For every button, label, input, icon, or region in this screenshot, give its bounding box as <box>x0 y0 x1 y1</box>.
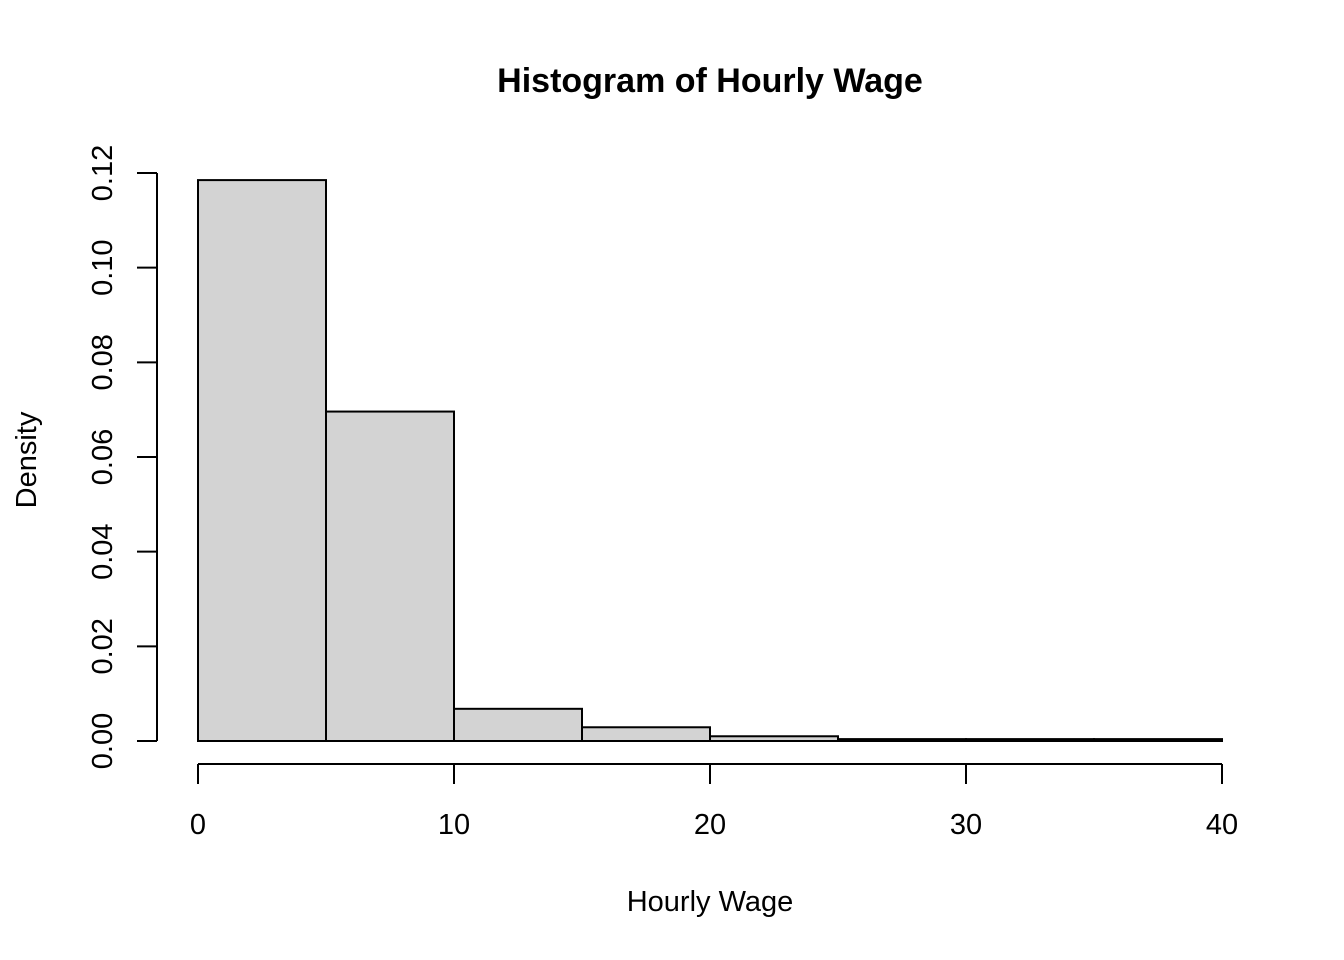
x-tick-label-3: 30 <box>950 809 982 841</box>
x-tick-label-0: 0 <box>190 809 206 841</box>
y-axis-label: Density <box>11 411 43 508</box>
x-axis: 0 10 20 30 40 <box>190 763 1238 841</box>
x-tick-label-1: 10 <box>438 809 470 841</box>
histogram-bar-7 <box>1093 738 1223 743</box>
y-tick-label-6: 0.12 <box>87 145 119 201</box>
y-tick-label-4: 0.08 <box>87 334 119 390</box>
histogram-bars <box>197 179 1223 743</box>
histogram-bar-0 <box>197 179 327 743</box>
histogram-bar-4 <box>709 735 839 742</box>
histogram-bar-2 <box>453 707 583 743</box>
y-tick-label-5: 0.10 <box>87 239 119 295</box>
y-tick-label-1: 0.02 <box>87 618 119 674</box>
histogram-bar-3 <box>581 726 711 742</box>
y-axis: 0.00 0.02 0.04 0.06 0.08 0.10 0.12 <box>87 145 158 769</box>
x-axis-label: Hourly Wage <box>627 886 794 918</box>
y-tick-label-3: 0.06 <box>87 429 119 485</box>
histogram-bar-6 <box>965 738 1095 743</box>
y-tick-label-0: 0.00 <box>87 713 119 769</box>
x-tick-label-2: 20 <box>694 809 726 841</box>
y-tick-label-2: 0.04 <box>87 523 119 579</box>
histogram-bar-1 <box>325 410 455 742</box>
x-tick-label-4: 40 <box>1206 809 1238 841</box>
histogram-bar-5 <box>837 738 967 743</box>
chart-title: Histogram of Hourly Wage <box>497 62 923 100</box>
